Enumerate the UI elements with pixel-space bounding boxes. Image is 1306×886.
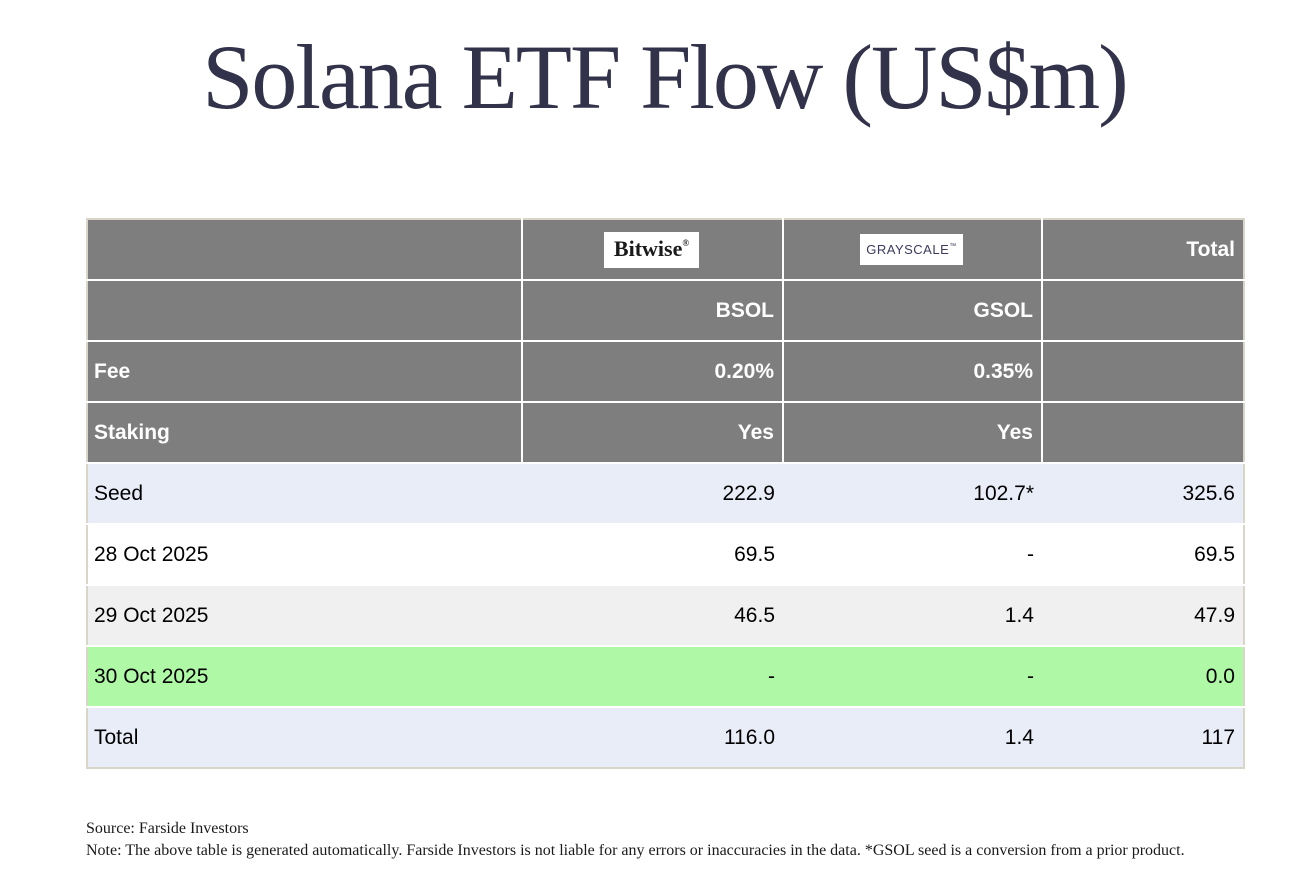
row-label: 29 Oct 2025	[87, 584, 522, 646]
bitwise-logo-cell: Bitwise®	[521, 219, 783, 281]
row-label: Seed	[87, 462, 522, 524]
note-line: Note: The above table is generated autom…	[86, 842, 1185, 859]
gsol-staking: Yes	[782, 402, 1042, 464]
grayscale-trademark: ™	[949, 243, 957, 250]
fee-row: Fee 0.20% 0.35%	[87, 341, 1244, 403]
bsol-value: 69.5	[522, 523, 783, 585]
bsol-staking: Yes	[521, 402, 783, 464]
page-title: Solana ETF Flow (US$m)	[202, 26, 1129, 128]
empty-header-cell	[87, 219, 522, 281]
empty-header-cell	[1041, 341, 1244, 403]
row-label: 30 Oct 2025	[87, 645, 522, 707]
bitwise-registered-mark: ®	[682, 237, 690, 248]
bsol-fee: 0.20%	[521, 341, 783, 403]
total-value: 117	[1042, 706, 1244, 768]
total-value: 47.9	[1042, 584, 1244, 646]
flow-rows: Seed 222.9 102.7* 325.6 28 Oct 2025 69.5…	[87, 462, 1244, 768]
gsol-value: -	[783, 523, 1042, 585]
bsol-value: 116.0	[522, 706, 783, 768]
total-value: 69.5	[1042, 523, 1244, 585]
total-value: 0.0	[1042, 645, 1244, 707]
grayscale-logo-cell: GRAYSCALE™	[782, 219, 1042, 281]
row-label: Total	[87, 706, 522, 768]
bsol-value: -	[522, 645, 783, 707]
bsol-ticker: BSOL	[521, 280, 783, 342]
bitwise-logo: Bitwise®	[603, 231, 700, 268]
source-line: Source: Farside Investors	[86, 820, 249, 837]
empty-header-cell	[1041, 402, 1244, 464]
logo-header-row: Bitwise® GRAYSCALE™ Total	[87, 219, 1244, 281]
solana-etf-flow-table: Bitwise® GRAYSCALE™ Total BSOL GSOL Fee …	[86, 218, 1245, 769]
total-value: 325.6	[1042, 462, 1244, 524]
bsol-value: 222.9	[522, 462, 783, 524]
ticker-header-row: BSOL GSOL	[87, 280, 1244, 342]
footer: Source: Farside Investors Note: The abov…	[86, 818, 1246, 862]
row-label: 28 Oct 2025	[87, 523, 522, 585]
bitwise-logo-text: Bitwise	[613, 235, 683, 261]
gsol-value: 1.4	[783, 706, 1042, 768]
gsol-value: 102.7*	[783, 462, 1042, 524]
bsol-value: 46.5	[522, 584, 783, 646]
gsol-value: 1.4	[783, 584, 1042, 646]
total-column-header: Total	[1041, 219, 1244, 281]
gsol-ticker: GSOL	[782, 280, 1042, 342]
table-row: Seed 222.9 102.7* 325.6	[87, 462, 1244, 524]
table-row: 29 Oct 2025 46.5 1.4 47.9	[87, 584, 1244, 646]
grayscale-logo: GRAYSCALE™	[860, 234, 963, 265]
fee-label: Fee	[87, 341, 522, 403]
table-row: 28 Oct 2025 69.5 - 69.5	[87, 523, 1244, 585]
grayscale-logo-text: GRAYSCALE	[866, 242, 950, 257]
gsol-fee: 0.35%	[782, 341, 1042, 403]
staking-label: Staking	[87, 402, 522, 464]
empty-header-cell	[87, 280, 522, 342]
staking-row: Staking Yes Yes	[87, 402, 1244, 464]
empty-header-cell	[1041, 280, 1244, 342]
gsol-value: -	[783, 645, 1042, 707]
table-row: Total 116.0 1.4 117	[87, 706, 1244, 768]
table-row: 30 Oct 2025 - - 0.0	[87, 645, 1244, 707]
